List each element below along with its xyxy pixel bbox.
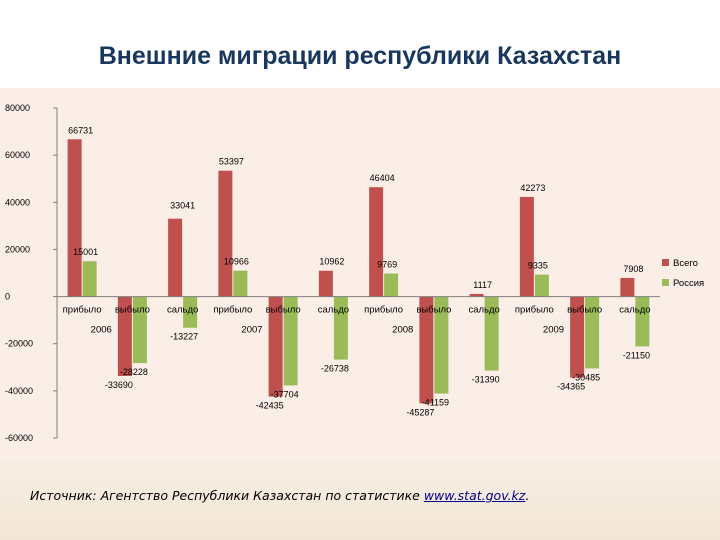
year-label: 2009 <box>543 325 564 336</box>
year-label: 2007 <box>241 325 262 336</box>
data-label: 7908 <box>623 264 643 274</box>
data-label: -26738 <box>321 364 349 374</box>
bar-russia <box>82 261 97 297</box>
bar-total <box>218 170 233 297</box>
legend-label-russia: Россия <box>673 278 704 289</box>
x-category-label: сальдо <box>619 305 650 316</box>
data-label: -21150 <box>623 350 650 360</box>
source-note: Источник: Агентство Республики Казахстан… <box>30 488 710 503</box>
bar-russia <box>534 274 549 297</box>
source-text: Источник: Агентство Республики Казахстан… <box>30 488 424 503</box>
year-label: 2008 <box>392 325 413 336</box>
data-label: 66731 <box>68 125 93 135</box>
x-category-label: выбыло <box>567 305 602 316</box>
data-label: -34365 <box>557 382 585 392</box>
data-label: 33041 <box>170 201 195 211</box>
data-label: -31390 <box>472 375 500 385</box>
bar-total <box>168 218 183 297</box>
bar-total <box>620 277 635 297</box>
bar-total <box>419 296 434 404</box>
x-category-label: сальдо <box>318 305 349 316</box>
chart-title: Внешние миграции республики Казахстан <box>98 42 622 70</box>
data-label: 1117 <box>473 280 492 290</box>
data-label: 9769 <box>377 260 397 270</box>
y-tick-label: 0 <box>5 292 10 302</box>
x-category-label: выбыло <box>115 305 150 316</box>
data-label: -33690 <box>105 380 133 390</box>
y-tick-label: -40000 <box>5 386 33 396</box>
bar-total <box>67 139 82 297</box>
data-label: 42273 <box>520 183 545 193</box>
bar-total <box>268 296 283 397</box>
bar-russia <box>635 296 650 347</box>
chart-panel <box>0 88 720 460</box>
x-category-label: прибыло <box>213 305 252 316</box>
data-label: -30485 <box>572 372 600 382</box>
source-link[interactable]: www.stat.gov.kz <box>423 488 526 503</box>
bar-russia <box>283 296 298 386</box>
data-label: -41159 <box>422 398 449 408</box>
bar-russia <box>585 296 600 369</box>
data-label: 10966 <box>224 257 249 267</box>
x-category-label: прибыло <box>515 305 554 316</box>
y-tick-label: 20000 <box>5 244 30 254</box>
data-label: 10962 <box>319 257 344 267</box>
data-label: 53397 <box>219 157 244 167</box>
bar-russia <box>384 273 399 297</box>
bar-total <box>117 296 132 376</box>
y-tick-label: 40000 <box>5 197 30 207</box>
data-label: 9335 <box>528 261 548 271</box>
data-label: -28228 <box>120 367 148 377</box>
bar-russia <box>132 296 147 364</box>
bar-total <box>519 196 534 297</box>
x-category-label: выбыло <box>416 305 451 316</box>
bar-russia <box>183 296 198 328</box>
x-category-label: прибыло <box>364 305 403 316</box>
y-tick-label: -20000 <box>5 339 33 349</box>
x-category-label: сальдо <box>468 305 499 316</box>
bar-russia <box>333 296 348 360</box>
bar-total <box>570 296 585 378</box>
bar-total <box>469 293 484 297</box>
legend-swatch-russia <box>662 279 669 286</box>
data-label: -13227 <box>170 332 198 342</box>
bar-total <box>318 270 333 297</box>
data-label: -37704 <box>271 389 299 399</box>
y-tick-label: 60000 <box>5 150 30 160</box>
bar-russia <box>484 296 499 371</box>
bar-total <box>369 187 384 297</box>
y-tick-label: -60000 <box>5 433 33 443</box>
data-label: -45287 <box>406 407 434 417</box>
data-label: 46404 <box>370 173 395 183</box>
year-label: 2006 <box>91 325 112 336</box>
x-category-label: сальдо <box>167 305 198 316</box>
legend-swatch-total <box>662 259 669 266</box>
source-suffix: . <box>525 488 530 503</box>
legend-label-total: Всего <box>673 258 698 269</box>
bar-russia <box>233 270 248 297</box>
x-category-label: выбыло <box>266 305 301 316</box>
y-tick-label: 80000 <box>5 103 30 113</box>
data-label: -42435 <box>256 401 284 411</box>
x-category-label: прибыло <box>63 305 102 316</box>
bar-chart: 80000 60000 40000 20000 0 -20000 -40000 -60000 п… <box>5 103 704 443</box>
data-label: 15001 <box>73 247 98 257</box>
bar-russia <box>434 296 449 394</box>
